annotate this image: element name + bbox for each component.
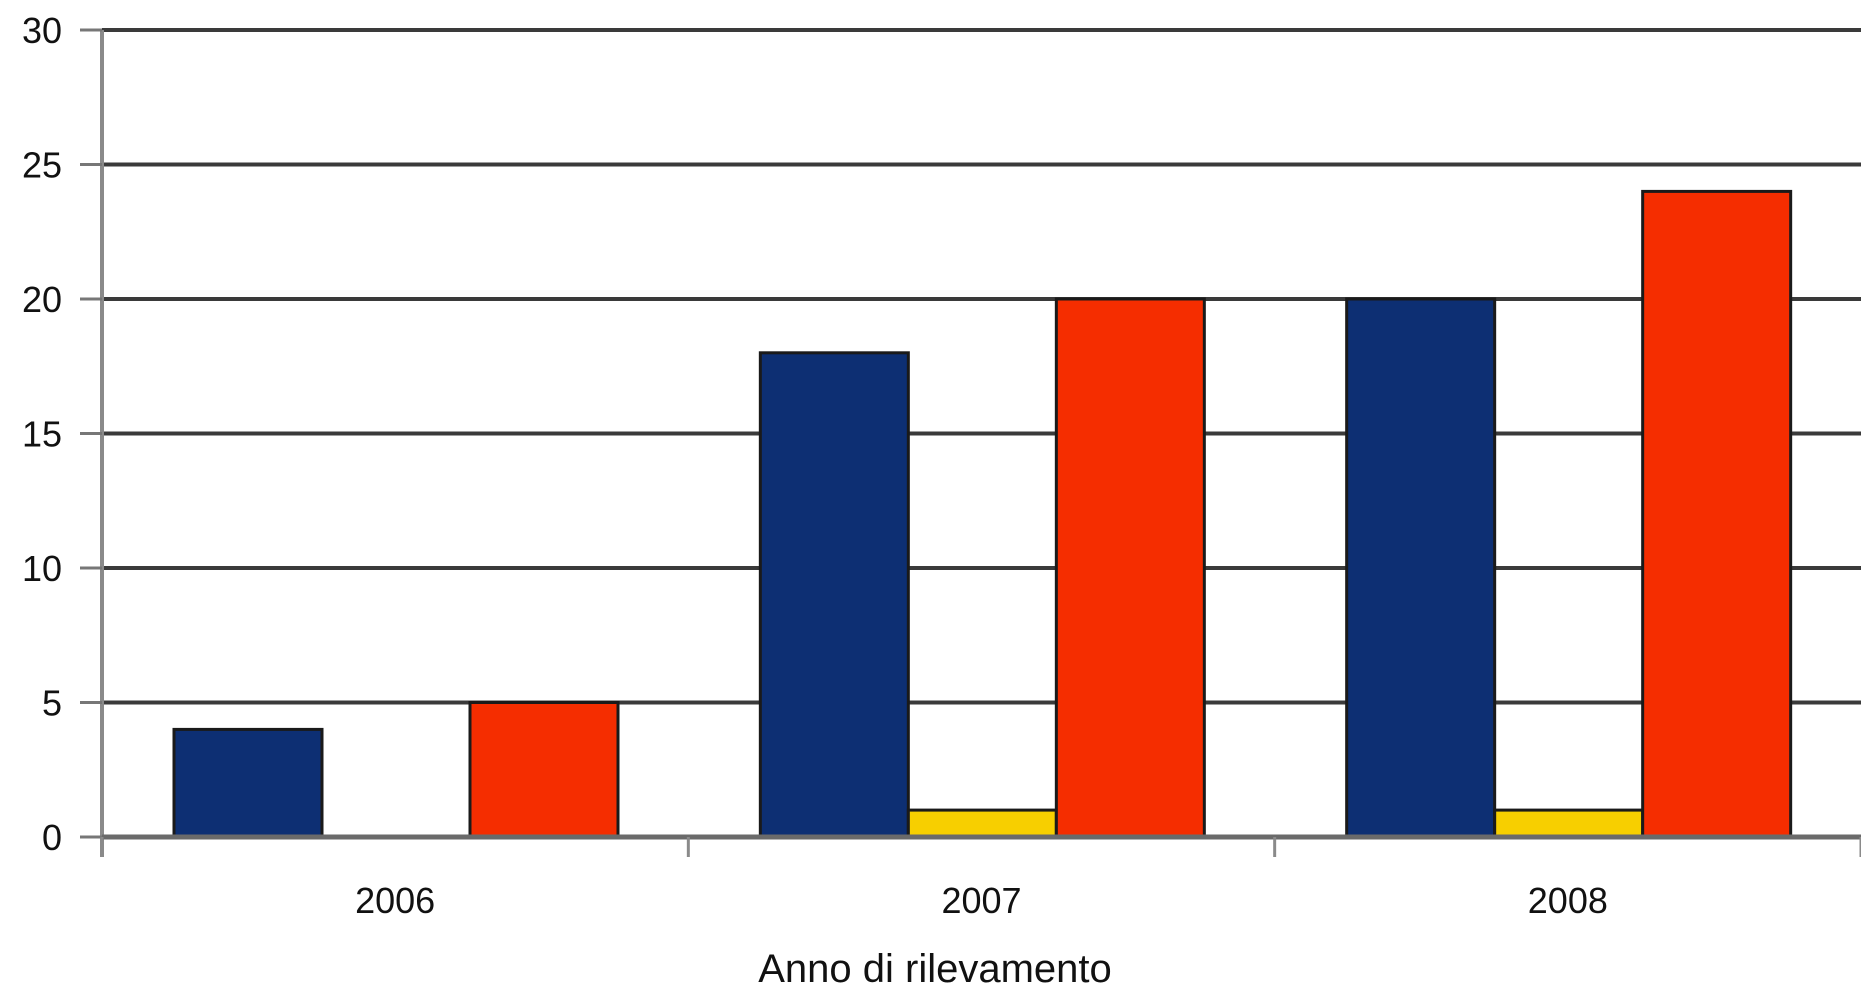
y-axis-ticks: 0 5 10 15 20 25 30	[22, 10, 102, 858]
y-tick-label: 25	[22, 145, 62, 186]
bar-2006-series-1	[172, 727, 324, 839]
bar-2006-series-3	[468, 701, 620, 839]
y-tick-label: 0	[42, 817, 62, 858]
y-tick-label: 30	[22, 10, 62, 51]
bar-2007-series-2	[906, 808, 1058, 839]
bar-2007-series-3	[1054, 297, 1206, 839]
bar-2007-series-1	[758, 351, 910, 839]
y-tick-label: 15	[22, 414, 62, 455]
x-axis-ticks: 2006 2007 2008	[100, 837, 1861, 921]
bar-2008-series-2	[1493, 808, 1645, 839]
x-axis-title: Anno di rilevamento	[758, 947, 1112, 991]
x-tick-label: 2007	[941, 880, 1021, 921]
bar-2008-series-3	[1641, 189, 1793, 839]
bar-2008-series-1	[1345, 297, 1497, 839]
y-tick-label: 5	[42, 683, 62, 724]
x-tick-label: 2008	[1528, 880, 1608, 921]
x-tick-label: 2006	[355, 880, 435, 921]
bars	[172, 189, 1793, 839]
y-tick-label: 20	[22, 279, 62, 320]
axes	[100, 30, 1861, 857]
gridlines	[102, 28, 1861, 705]
y-tick-label: 10	[22, 548, 62, 589]
